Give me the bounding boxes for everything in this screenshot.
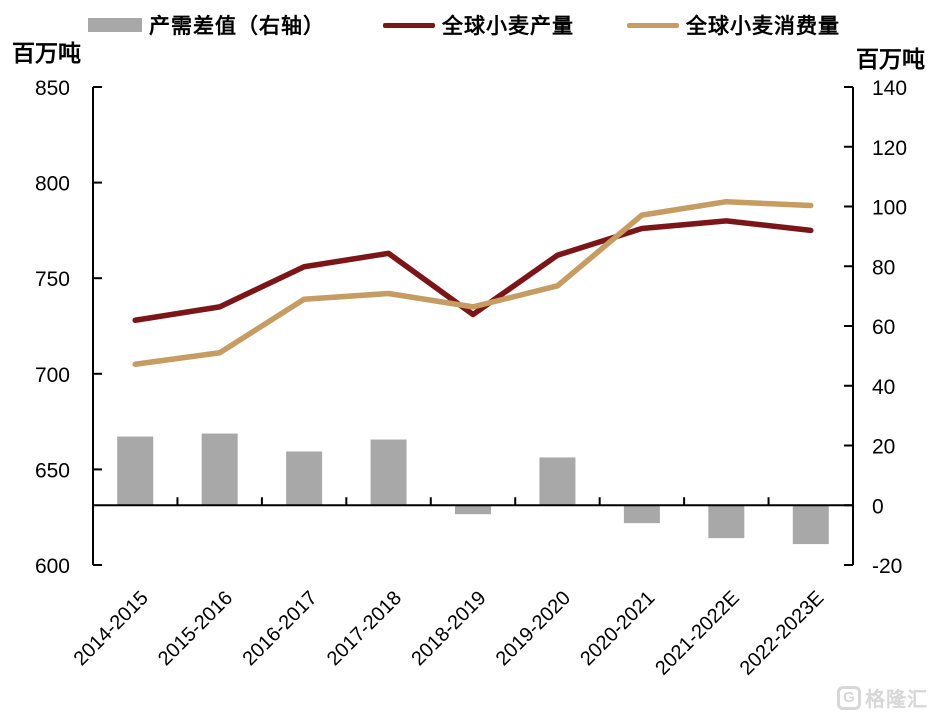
bar-2022-2023E	[792, 505, 829, 545]
gelonghui-logo-icon: G	[837, 685, 861, 710]
right-tick-label: 100	[872, 197, 907, 220]
bar-2017-2018	[370, 439, 407, 506]
right-tick-label: 60	[872, 316, 895, 339]
right-tick-label: 120	[872, 137, 907, 160]
x-tick-label: 2022-2023E	[736, 587, 829, 680]
legend-label-diff: 产需差值（右轴）	[149, 15, 325, 38]
left-tick-label: 800	[35, 173, 70, 196]
legend-item-diff: 产需差值（右轴）	[88, 11, 325, 39]
left-tick-label: 650	[35, 459, 70, 482]
right-tick-label: 140	[872, 77, 907, 100]
right-tick-label: 20	[872, 436, 895, 459]
x-tick-label: 2015-2016	[154, 587, 237, 670]
line-series	[132, 198, 814, 367]
consumption-line-swatch-icon	[627, 22, 679, 28]
right-axis-unit: 百万吨	[856, 46, 925, 72]
legend-item-production: 全球小麦产量	[383, 11, 574, 39]
left-axis-unit: 百万吨	[12, 40, 81, 66]
legend-label-consumption: 全球小麦消费量	[686, 15, 840, 38]
x-tick-label: 2021-2022E	[651, 587, 744, 680]
legend-item-consumption: 全球小麦消费量	[627, 11, 840, 39]
bar-2015-2016	[201, 433, 238, 506]
x-tick-label: 2016-2017	[238, 587, 321, 670]
x-tick-label: 2020-2021	[576, 587, 659, 670]
legend-label-production: 全球小麦产量	[442, 15, 574, 38]
diff-bar-swatch-icon	[88, 18, 142, 32]
watermark-text: 格隆汇	[865, 689, 928, 711]
left-tick-label: 600	[35, 555, 70, 578]
bar-2018-2019	[455, 505, 491, 515]
x-tick-label: 2017-2018	[323, 587, 406, 670]
watermark: G 格隆汇	[837, 683, 928, 712]
right-tick-label: 40	[872, 376, 895, 399]
bar-2014-2015	[117, 436, 154, 506]
left-tick-label: 850	[35, 77, 70, 100]
bar-2019-2020	[539, 457, 576, 506]
bar-2021-2022E	[708, 505, 745, 539]
line-series	[132, 218, 814, 324]
left-tick-label: 750	[35, 268, 70, 291]
right-tick-label: 0	[872, 495, 884, 518]
x-tick-label: 2018-2019	[407, 587, 490, 670]
right-tick-label: -20	[872, 555, 902, 578]
x-tick-label: 2014-2015	[70, 587, 153, 670]
left-tick-label: 700	[35, 364, 70, 387]
combo-chart-plot: 850 800 750 700 650 600 140 120 100 80 60 40 20 0 -20 2…	[35, 77, 907, 680]
right-tick-label: 80	[872, 256, 895, 279]
bar-2016-2017	[286, 451, 323, 506]
x-tick-label: 2019-2020	[492, 587, 575, 670]
bar-2020-2021	[623, 505, 660, 524]
production-line-swatch-icon	[383, 22, 435, 28]
